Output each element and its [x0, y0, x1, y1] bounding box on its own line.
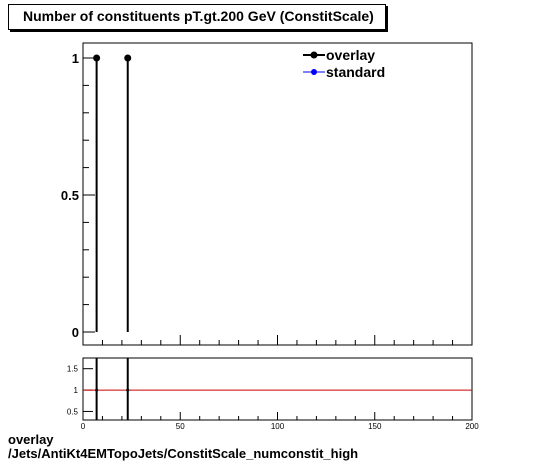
chart-title: Number of constituents pT.gt.200 GeV (Co…: [23, 8, 374, 24]
legend-marker: [311, 69, 317, 75]
ratio-x-tick-label: 200: [465, 422, 479, 431]
ratio-x-tick-label: 150: [368, 422, 382, 431]
main-series-marks: [93, 54, 132, 332]
y-tick-label: 1: [72, 51, 79, 66]
ratio-y-tick-label: 1.5: [67, 365, 79, 374]
main-plot-frame: [82, 42, 473, 346]
ratio-y-tick-label: 0.5: [67, 407, 79, 416]
y-tick-label: 0.5: [61, 188, 79, 203]
ratio-point: [95, 388, 99, 392]
ratio-y-tick-label: 1: [74, 386, 79, 395]
footer-label: overlay: [8, 432, 54, 447]
overlay-point: [124, 54, 132, 62]
ratio-x-tick-label: 0: [81, 422, 86, 431]
legend-label: overlay: [326, 47, 375, 63]
main-axis-ticks: 00.51: [61, 51, 473, 345]
overlay-point: [93, 54, 101, 62]
legend-label: standard: [326, 64, 385, 80]
footer-path: /Jets/AntiKt4EMTopoJets/ConstitScale_num…: [8, 446, 359, 461]
legend-marker: [310, 51, 318, 59]
ratio-x-tick-label: 100: [271, 422, 285, 431]
chart-title-box: Number of constituents pT.gt.200 GeV (Co…: [8, 4, 386, 30]
y-tick-label: 0: [72, 325, 79, 340]
ratio-x-tick-label: 50: [176, 422, 185, 431]
ratio-plot-frame: [82, 357, 473, 421]
ratio-point: [126, 388, 130, 392]
ratio-series-marks: [83, 358, 472, 420]
